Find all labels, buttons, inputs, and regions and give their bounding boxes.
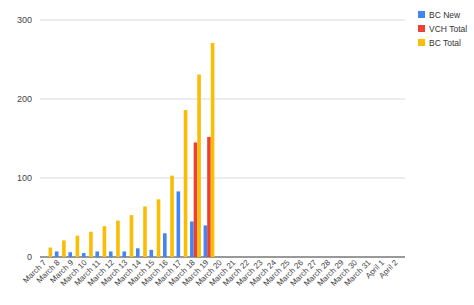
bar (49, 248, 53, 257)
bar (103, 226, 107, 257)
legend-label: BC New (429, 10, 461, 20)
chart-container: 0100200300March 7March 8March 9March 10M… (0, 0, 474, 305)
bars (49, 43, 215, 257)
bar (163, 233, 167, 257)
grid-line (40, 99, 405, 100)
bar (170, 176, 174, 257)
bar (150, 250, 154, 257)
bar (190, 221, 194, 257)
bar (130, 215, 134, 257)
bar (211, 43, 215, 257)
bar (109, 251, 113, 257)
legend-swatch (418, 11, 425, 18)
bar (89, 232, 93, 257)
bar (95, 251, 99, 257)
bar (197, 75, 201, 257)
y-tick-label: 200 (17, 94, 32, 104)
bar (177, 191, 181, 257)
bar (204, 225, 208, 257)
bar (157, 199, 161, 257)
bar (207, 137, 211, 257)
bar (55, 251, 59, 257)
legend-label: VCH Total (429, 24, 467, 34)
legend-swatch (418, 39, 425, 46)
grid-line (40, 257, 405, 258)
chart-svg: 0100200300March 7March 8March 9March 10M… (0, 0, 474, 305)
bar (76, 236, 80, 257)
bar (62, 240, 66, 257)
grid-line (40, 20, 405, 21)
bar (184, 110, 188, 257)
x-tick-label: April 2 (377, 258, 400, 281)
bar (68, 252, 72, 257)
bar (116, 221, 120, 257)
y-tick-label: 300 (17, 15, 32, 25)
grid-line (40, 178, 405, 179)
y-tick-label: 0 (27, 252, 32, 262)
bar (136, 248, 140, 257)
y-tick-label: 100 (17, 173, 32, 183)
legend-swatch (418, 25, 425, 32)
bar (82, 253, 86, 257)
bar (194, 142, 198, 257)
bar (143, 206, 147, 257)
bar (122, 251, 126, 257)
legend-label: BC Total (429, 38, 461, 48)
